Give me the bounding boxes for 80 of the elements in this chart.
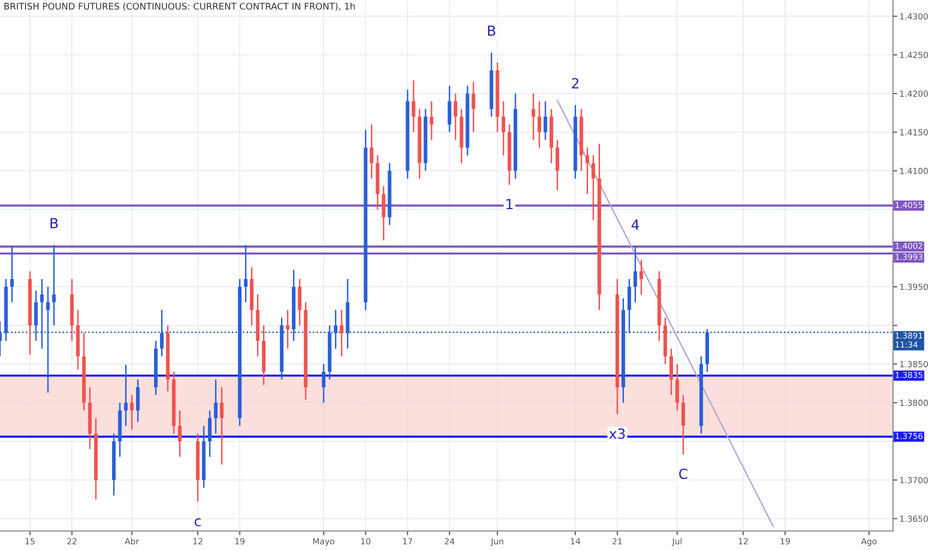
candlestick bbox=[592, 154, 596, 221]
candlestick bbox=[322, 363, 326, 404]
annotation: B bbox=[488, 26, 496, 36]
candlestick bbox=[10, 246, 14, 303]
candlestick bbox=[286, 309, 290, 350]
x-tick-label: Abr bbox=[124, 538, 140, 544]
annotation: x3 bbox=[609, 428, 625, 439]
y-tick-label: 1.3800 bbox=[900, 400, 928, 406]
x-tick-label: 15 bbox=[26, 538, 35, 544]
candlestick bbox=[34, 290, 38, 342]
candlestick bbox=[160, 309, 164, 358]
ref-line-label: 1.4002 bbox=[896, 242, 922, 249]
x-tick-label: 12 bbox=[738, 538, 748, 544]
candlestick bbox=[382, 186, 386, 242]
x-tick-label: 21 bbox=[612, 538, 622, 544]
y-tick-label: 1.4100 bbox=[900, 168, 928, 174]
y-tick-label: 1.4250 bbox=[900, 52, 928, 58]
candlestick bbox=[669, 348, 674, 396]
candlestick bbox=[532, 92, 536, 141]
annotation: 1 bbox=[506, 199, 513, 210]
candlestick bbox=[454, 92, 458, 141]
y-tick-label: 1.3700 bbox=[900, 476, 928, 484]
candlestick bbox=[220, 386, 224, 466]
candlestick bbox=[370, 124, 374, 180]
annotation: C bbox=[679, 468, 688, 480]
annotation: c bbox=[194, 518, 201, 526]
candlestick bbox=[502, 100, 506, 156]
candlestick bbox=[430, 100, 434, 141]
x-tick-label: Jul bbox=[672, 538, 682, 546]
x-tick-label: Mayo bbox=[313, 538, 334, 546]
x-tick-label: 19 bbox=[780, 538, 790, 544]
y-tick-label: 1.4200 bbox=[900, 90, 928, 97]
y-tick-label: 1.3850 bbox=[900, 361, 928, 368]
ref-line-label: 1.3835 bbox=[896, 372, 922, 378]
candlestick bbox=[675, 363, 680, 412]
candlestick bbox=[130, 394, 134, 430]
candlestick bbox=[52, 244, 56, 326]
candlestick bbox=[586, 146, 590, 195]
ref-line-label: 1.3891 11:34 bbox=[896, 332, 922, 348]
ref-line-label: 1.4055 bbox=[896, 202, 922, 208]
candlestick bbox=[627, 278, 632, 334]
y-tick-label: 1.3950 bbox=[900, 284, 928, 290]
x-tick-label: 24 bbox=[444, 538, 454, 544]
candlestick bbox=[124, 364, 128, 427]
candlestick bbox=[472, 81, 476, 133]
candlestick bbox=[340, 309, 344, 358]
candlestick bbox=[298, 278, 302, 326]
x-tick-label: 22 bbox=[67, 538, 76, 544]
candlestick bbox=[633, 246, 638, 303]
x-tick-label: 10 bbox=[361, 538, 370, 544]
y-tick-label: 1.4150 bbox=[900, 129, 928, 136]
ref-line-label: 1.3756 bbox=[896, 432, 922, 440]
x-tick-label: Ago bbox=[861, 538, 877, 546]
chart-title: BRITISH POUND FUTURES (CONTINUOUS: CURRENT CONTRACT IN FRONT), 1h bbox=[4, 2, 355, 11]
x-tick-label: 17 bbox=[403, 538, 412, 544]
candlestick bbox=[556, 139, 560, 191]
candlestick bbox=[244, 244, 248, 303]
candlestick bbox=[681, 394, 686, 456]
x-tick-label: 14 bbox=[570, 538, 580, 544]
y-tick-label: 1.3650 bbox=[900, 516, 928, 522]
candlestick bbox=[334, 309, 338, 350]
candlestick bbox=[639, 259, 644, 296]
candlestick bbox=[412, 80, 416, 133]
x-tick-label: 12 bbox=[193, 538, 202, 544]
x-tick-label: Jun bbox=[490, 538, 504, 546]
candlestick bbox=[178, 410, 182, 458]
annotation: 4 bbox=[632, 220, 639, 230]
candlestick bbox=[544, 100, 548, 141]
annotation: B bbox=[50, 218, 58, 228]
candlestick bbox=[448, 85, 452, 133]
candlestick bbox=[46, 286, 50, 394]
annotation: 2 bbox=[572, 78, 578, 88]
ref-line-label: 1.3993 bbox=[896, 254, 922, 260]
candlestick bbox=[208, 410, 212, 458]
candlestick bbox=[214, 378, 218, 434]
candlestick bbox=[538, 100, 542, 148]
x-tick-label: 19 bbox=[235, 538, 244, 544]
candlestick bbox=[136, 378, 140, 423]
y-tick-label: 1.4300 bbox=[900, 13, 928, 20]
candlestick bbox=[40, 278, 44, 350]
